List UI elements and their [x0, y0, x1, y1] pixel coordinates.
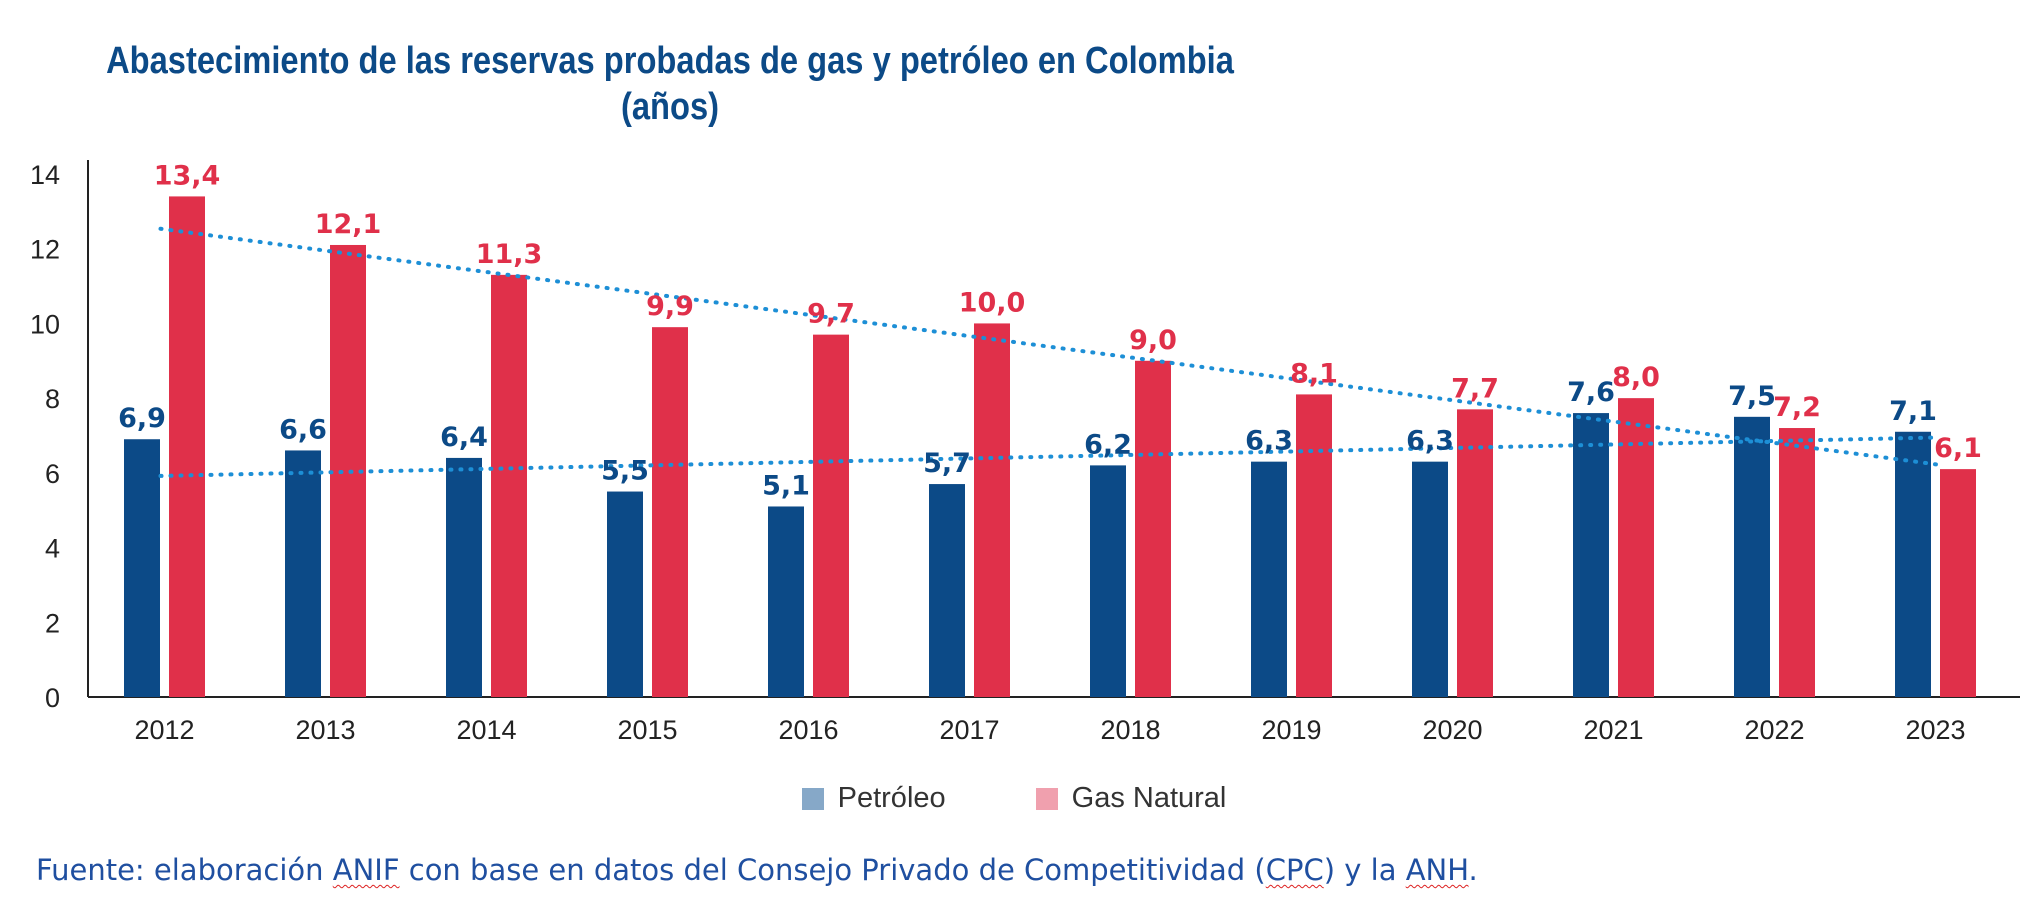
- chart-legend: Petróleo Gas Natural: [0, 782, 2028, 815]
- data-label-petroleo-2020: 6,3: [1406, 426, 1454, 457]
- data-label-gas-2016: 9,7: [807, 299, 855, 330]
- x-tick-label: 2021: [1583, 715, 1643, 745]
- data-label-petroleo-2013: 6,6: [279, 414, 327, 445]
- y-tick-label: 8: [45, 384, 60, 414]
- source-suffix: .: [1468, 853, 1478, 887]
- bar-petroleo-2012: [124, 439, 160, 697]
- y-tick-label: 2: [45, 608, 60, 638]
- data-label-petroleo-2014: 6,4: [440, 422, 488, 453]
- data-label-petroleo-2019: 6,3: [1245, 426, 1293, 457]
- legend-swatch-petroleo: [801, 787, 824, 810]
- chart-trendlines: [158, 226, 1942, 478]
- data-label-petroleo-2022: 7,5: [1728, 381, 1776, 412]
- source-note: Fuente: elaboración ANIF con base en dat…: [36, 853, 1478, 887]
- source-prefix: Fuente: elaboración: [36, 853, 333, 887]
- bar-petroleo-2019: [1251, 461, 1287, 697]
- bar-petroleo-2020: [1412, 461, 1448, 697]
- x-tick-label: 2013: [295, 715, 355, 745]
- x-tick-label: 2016: [778, 715, 838, 745]
- x-tick-label: 2019: [1261, 715, 1321, 745]
- bar-petroleo-2018: [1090, 465, 1126, 697]
- data-label-petroleo-2018: 6,2: [1084, 429, 1132, 460]
- data-label-gas-2023: 6,1: [1934, 433, 1982, 464]
- source-mid2: ) y la: [1323, 853, 1406, 887]
- chart-title: Abastecimiento de las reservas probadas …: [94, 38, 1246, 130]
- bar-gas-2012: [169, 196, 205, 697]
- y-tick-label: 12: [30, 235, 60, 265]
- trendline-gas: [158, 226, 1942, 467]
- bar-gas-2017: [974, 323, 1010, 697]
- source-middle: con base en datos del Consejo Privado de…: [399, 853, 1266, 887]
- data-label-petroleo-2017: 5,7: [923, 448, 971, 479]
- chart-axes: 0 2 4 6 8 10 12 14 2012 2013 2014 2015 2016 2017 2018 2…: [30, 160, 2020, 745]
- data-label-gas-2021: 8,0: [1612, 362, 1660, 393]
- bar-petroleo-2023: [1895, 431, 1931, 697]
- x-tick-label: 2018: [1100, 715, 1160, 745]
- bar-gas-2020: [1457, 409, 1493, 697]
- bar-gas-2018: [1135, 360, 1171, 697]
- bar-gas-2021: [1618, 398, 1654, 697]
- data-label-gas-2019: 8,1: [1290, 358, 1338, 389]
- data-label-gas-2014: 11,3: [476, 239, 543, 270]
- data-label-petroleo-2021: 7,6: [1567, 377, 1615, 408]
- chart-title-line1: Abastecimiento de las reservas probadas …: [106, 40, 1234, 82]
- data-label-gas-2022: 7,2: [1773, 392, 1821, 423]
- data-label-gas-2018: 9,0: [1129, 325, 1177, 356]
- legend-label-petroleo: Petróleo: [837, 782, 946, 814]
- source-cpc: CPC: [1265, 853, 1324, 887]
- data-label-gas-2013: 12,1: [315, 209, 382, 240]
- x-tick-label: 2017: [939, 715, 999, 745]
- data-label-gas-2020: 7,7: [1451, 373, 1499, 404]
- bar-gas-2019: [1296, 394, 1332, 697]
- trendline-petroleo: [158, 435, 1942, 478]
- y-tick-label: 0: [45, 683, 60, 713]
- x-tick-label: 2020: [1422, 715, 1482, 745]
- legend-item-gas: Gas Natural: [1035, 782, 1227, 815]
- bar-gas-2015: [652, 327, 688, 697]
- data-label-petroleo-2015: 5,5: [601, 456, 649, 487]
- x-tick-label: 2012: [134, 715, 194, 745]
- bar-chart: 0 2 4 6 8 10 12 14 2012 2013 2014 2015 2016 2017 2018 2…: [30, 160, 2020, 745]
- y-tick-label: 10: [30, 309, 60, 339]
- bar-petroleo-2013: [285, 450, 321, 697]
- x-tick-label: 2023: [1905, 715, 1965, 745]
- bar-gas-2022: [1779, 428, 1815, 697]
- x-tick-label: 2015: [617, 715, 677, 745]
- y-tick-label: 6: [45, 459, 60, 489]
- bar-gas-2023: [1940, 469, 1976, 697]
- legend-label-gas: Gas Natural: [1071, 782, 1227, 814]
- legend-swatch-gas: [1035, 787, 1058, 810]
- source-anif: ANIF: [332, 853, 400, 887]
- chart-title-line2: (años): [620, 86, 720, 128]
- data-label-petroleo-2023: 7,1: [1889, 396, 1937, 427]
- bar-gas-2016: [813, 334, 849, 697]
- bar-petroleo-2015: [607, 491, 643, 697]
- data-label-petroleo-2012: 6,9: [118, 403, 166, 434]
- data-label-gas-2012: 13,4: [154, 160, 221, 191]
- data-label-gas-2017: 10,0: [959, 287, 1026, 318]
- x-tick-label: 2022: [1744, 715, 1804, 745]
- bar-petroleo-2014: [446, 457, 482, 697]
- chart-bars: [124, 196, 1976, 697]
- bar-petroleo-2017: [929, 484, 965, 697]
- bar-petroleo-2022: [1734, 416, 1770, 697]
- source-anh: ANH: [1405, 853, 1469, 887]
- y-tick-label: 4: [45, 534, 60, 564]
- chart-data-labels: 6,9 6,6 6,4 5,5 5,1 5,7 6,2 6,3 6,3 7,6 7,5 7,1 13,4…: [118, 160, 1982, 501]
- y-tick-label: 14: [30, 160, 60, 190]
- legend-item-petroleo: Petróleo: [801, 782, 946, 815]
- bar-petroleo-2016: [768, 506, 804, 697]
- x-tick-label: 2014: [456, 715, 516, 745]
- bar-petroleo-2021: [1573, 413, 1609, 697]
- data-label-gas-2015: 9,9: [646, 291, 694, 322]
- bar-gas-2014: [491, 274, 527, 697]
- data-label-petroleo-2016: 5,1: [762, 470, 810, 501]
